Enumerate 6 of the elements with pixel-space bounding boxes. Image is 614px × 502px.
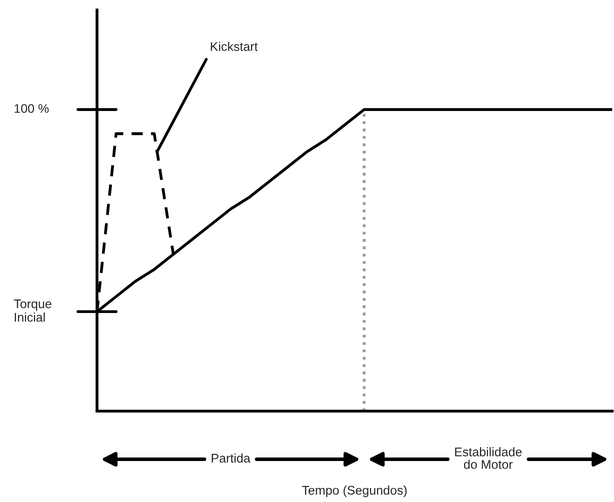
text: Kickstart (210, 42, 258, 51)
text: Partida (212, 453, 250, 463)
text: 100 % (14, 104, 49, 113)
text: Tempo (Segundos) (302, 486, 407, 498)
text: Torque Inicial (14, 300, 52, 322)
text: Estabilidade do Motor (455, 447, 522, 469)
